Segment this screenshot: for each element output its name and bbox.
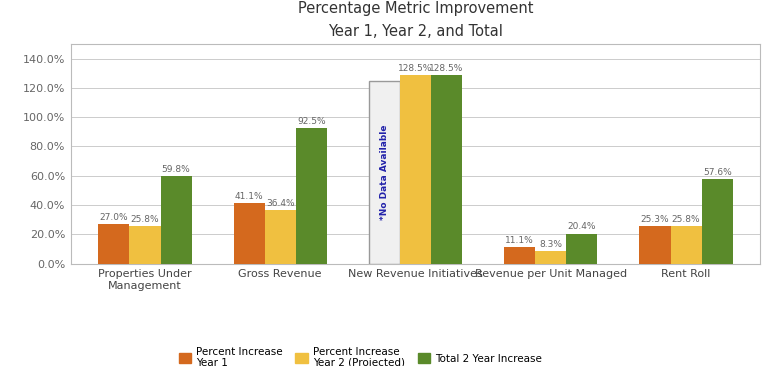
Text: *No Data Available: *No Data Available bbox=[380, 124, 389, 220]
Bar bbox=[640, 227, 670, 264]
Text: 57.6%: 57.6% bbox=[702, 168, 731, 177]
Bar bbox=[504, 247, 535, 264]
Text: 59.8%: 59.8% bbox=[162, 165, 191, 174]
Bar bbox=[296, 128, 327, 264]
Text: 27.0%: 27.0% bbox=[100, 213, 128, 222]
Bar bbox=[265, 210, 296, 264]
Bar bbox=[400, 75, 431, 264]
Bar bbox=[702, 179, 733, 264]
Text: 25.8%: 25.8% bbox=[131, 214, 159, 224]
Bar bbox=[535, 251, 566, 264]
Bar bbox=[129, 226, 161, 264]
Text: 36.4%: 36.4% bbox=[266, 199, 295, 208]
Bar bbox=[234, 203, 265, 264]
Bar bbox=[161, 176, 191, 264]
Text: 128.5%: 128.5% bbox=[398, 64, 433, 73]
Bar bbox=[670, 226, 702, 264]
Legend: Percent Increase
Year 1, Percent Increase
Year 2 (Projected), Total 2 Year Incre: Percent Increase Year 1, Percent Increas… bbox=[174, 343, 546, 366]
Text: 8.3%: 8.3% bbox=[539, 240, 562, 249]
Bar bbox=[368, 81, 400, 264]
Bar bbox=[98, 224, 129, 264]
Text: 41.1%: 41.1% bbox=[235, 192, 263, 201]
Bar bbox=[431, 75, 463, 264]
Title: Percentage Metric Improvement
Year 1, Year 2, and Total: Percentage Metric Improvement Year 1, Ye… bbox=[298, 1, 533, 38]
Bar bbox=[566, 234, 597, 264]
Text: 92.5%: 92.5% bbox=[297, 117, 325, 126]
Text: 128.5%: 128.5% bbox=[430, 64, 464, 73]
Text: 25.8%: 25.8% bbox=[672, 214, 700, 224]
Text: 20.4%: 20.4% bbox=[568, 223, 596, 231]
Text: 11.1%: 11.1% bbox=[506, 236, 534, 245]
Text: 25.3%: 25.3% bbox=[641, 215, 670, 224]
